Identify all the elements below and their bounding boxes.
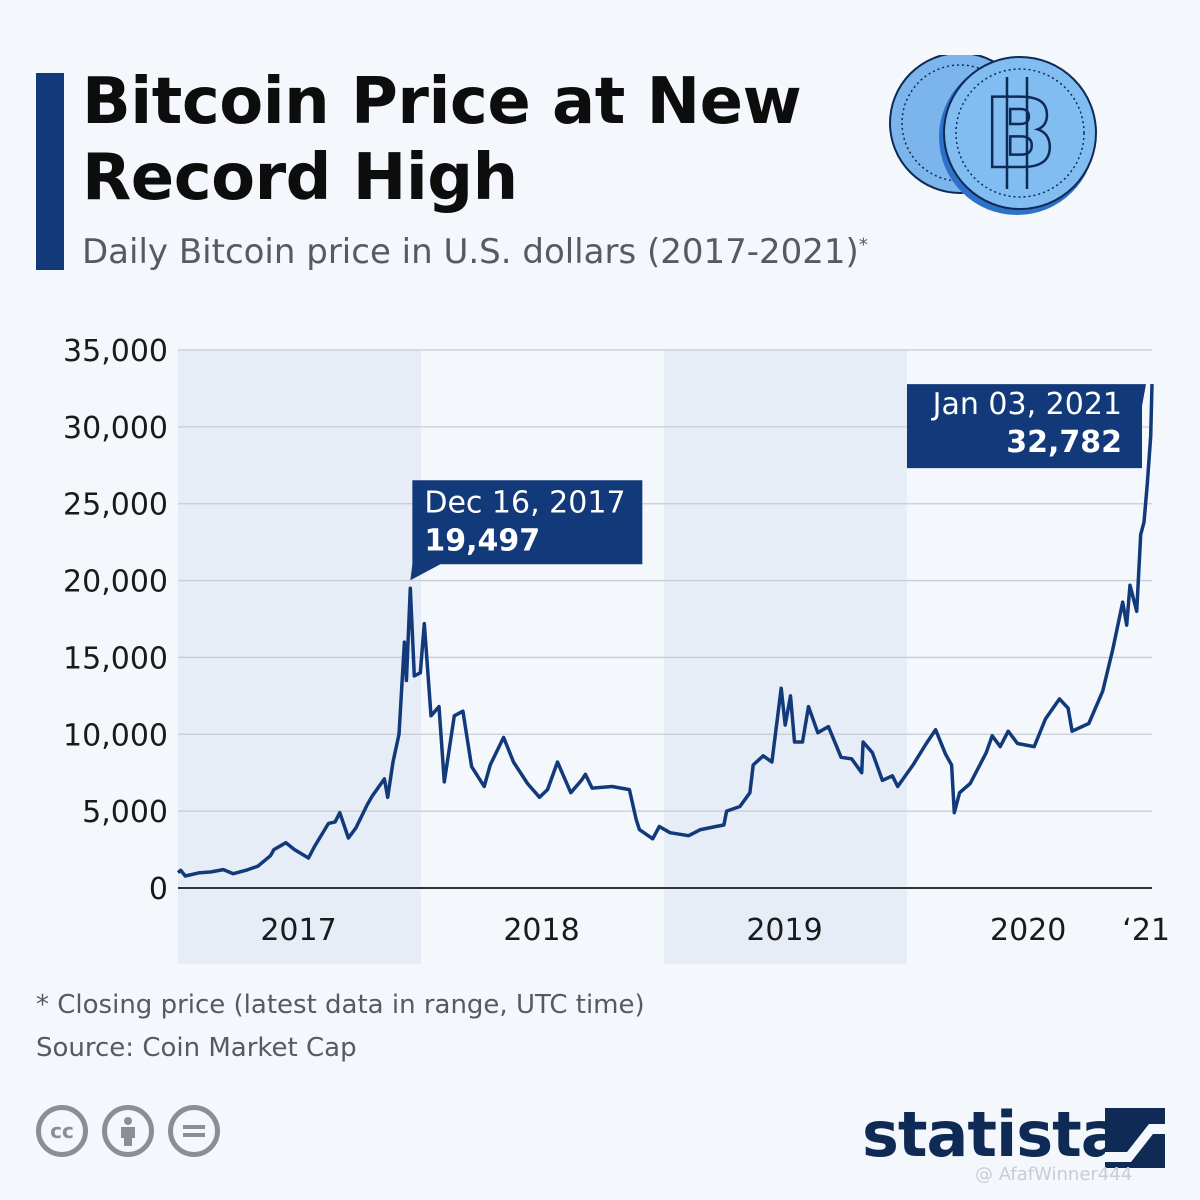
annotation-date: Dec 16, 2017 xyxy=(424,485,625,520)
page-title: Bitcoin Price at New Record High xyxy=(82,65,802,215)
x-axis-labels: 2017 2018 2019 2020 ‘21 xyxy=(260,913,1170,948)
statista-brand[interactable]: statista xyxy=(862,1098,1123,1171)
cc-nd-icon[interactable] xyxy=(168,1105,220,1157)
footnote: * Closing price (latest data in range, U… xyxy=(36,990,645,1020)
cc-by-icon[interactable] xyxy=(102,1105,154,1157)
price-line xyxy=(176,384,1154,878)
annotation-box xyxy=(907,384,1146,469)
y-tick-label: 0 xyxy=(149,872,168,907)
x-tick-label: 2020 xyxy=(990,913,1066,948)
x-tick-label: ‘21 xyxy=(1122,913,1170,948)
y-axis-labels: 0 5,000 10,000 15,000 20,000 25,000 30,000 35,0… xyxy=(63,334,168,907)
annotation-value: 32,782 xyxy=(1006,425,1122,460)
statista-logo-icon[interactable] xyxy=(1105,1108,1165,1168)
y-tick-label: 35,000 xyxy=(63,334,168,369)
y-tick-label: 5,000 xyxy=(82,795,168,830)
source-note: Source: Coin Market Cap xyxy=(36,1033,357,1063)
page-subtitle: Daily Bitcoin price in U.S. dollars (201… xyxy=(82,232,868,272)
accent-bar xyxy=(36,73,64,270)
y-tick-label: 15,000 xyxy=(63,641,168,676)
annotation-box xyxy=(410,480,643,581)
price-chart: 0 5,000 10,000 15,000 20,000 25,000 30,000 35,0… xyxy=(63,334,1170,964)
x-tick-label: 2017 xyxy=(260,913,336,948)
watermark: @ AfafWinner444 xyxy=(975,1164,1133,1185)
front-coin: B xyxy=(939,56,1097,215)
y-tick-label: 10,000 xyxy=(63,718,168,753)
y-tick-label: 30,000 xyxy=(63,411,168,446)
y-tick-label: 20,000 xyxy=(63,565,168,600)
annotation-date: Jan 03, 2021 xyxy=(931,387,1122,422)
subtitle-footnote-marker: * xyxy=(858,234,868,256)
license-icons: cc xyxy=(36,1105,220,1157)
subtitle-text: Daily Bitcoin price in U.S. dollars (201… xyxy=(82,232,859,272)
svg-text:B: B xyxy=(983,78,1056,190)
annotation-value: 19,497 xyxy=(424,523,540,558)
bitcoin-coin-icon: B xyxy=(889,55,1097,215)
y-tick-label: 25,000 xyxy=(63,488,168,523)
x-tick-label: 2019 xyxy=(746,913,822,948)
cc-icon[interactable]: cc xyxy=(36,1105,88,1157)
x-tick-label: 2018 xyxy=(503,913,579,948)
